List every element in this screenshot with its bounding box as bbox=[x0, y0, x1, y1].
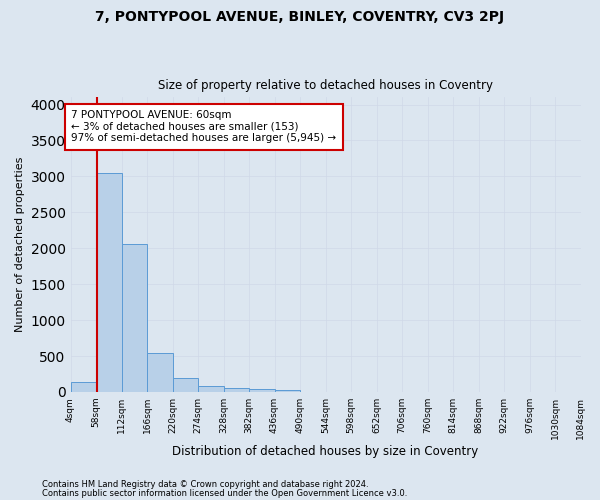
Text: 7 PONTYPOOL AVENUE: 60sqm
← 3% of detached houses are smaller (153)
97% of semi-: 7 PONTYPOOL AVENUE: 60sqm ← 3% of detach… bbox=[71, 110, 337, 144]
Bar bbox=[198, 386, 224, 392]
X-axis label: Distribution of detached houses by size in Coventry: Distribution of detached houses by size … bbox=[172, 444, 479, 458]
Bar bbox=[71, 382, 96, 392]
Bar bbox=[96, 173, 122, 392]
Title: Size of property relative to detached houses in Coventry: Size of property relative to detached ho… bbox=[158, 79, 493, 92]
Bar bbox=[122, 244, 147, 392]
Bar bbox=[147, 353, 173, 392]
Bar bbox=[173, 378, 198, 392]
Bar bbox=[275, 390, 300, 392]
Y-axis label: Number of detached properties: Number of detached properties bbox=[15, 157, 25, 332]
Text: Contains public sector information licensed under the Open Government Licence v3: Contains public sector information licen… bbox=[42, 488, 407, 498]
Text: 7, PONTYPOOL AVENUE, BINLEY, COVENTRY, CV3 2PJ: 7, PONTYPOOL AVENUE, BINLEY, COVENTRY, C… bbox=[95, 10, 505, 24]
Bar bbox=[249, 389, 275, 392]
Bar bbox=[224, 388, 249, 392]
Text: Contains HM Land Registry data © Crown copyright and database right 2024.: Contains HM Land Registry data © Crown c… bbox=[42, 480, 368, 489]
